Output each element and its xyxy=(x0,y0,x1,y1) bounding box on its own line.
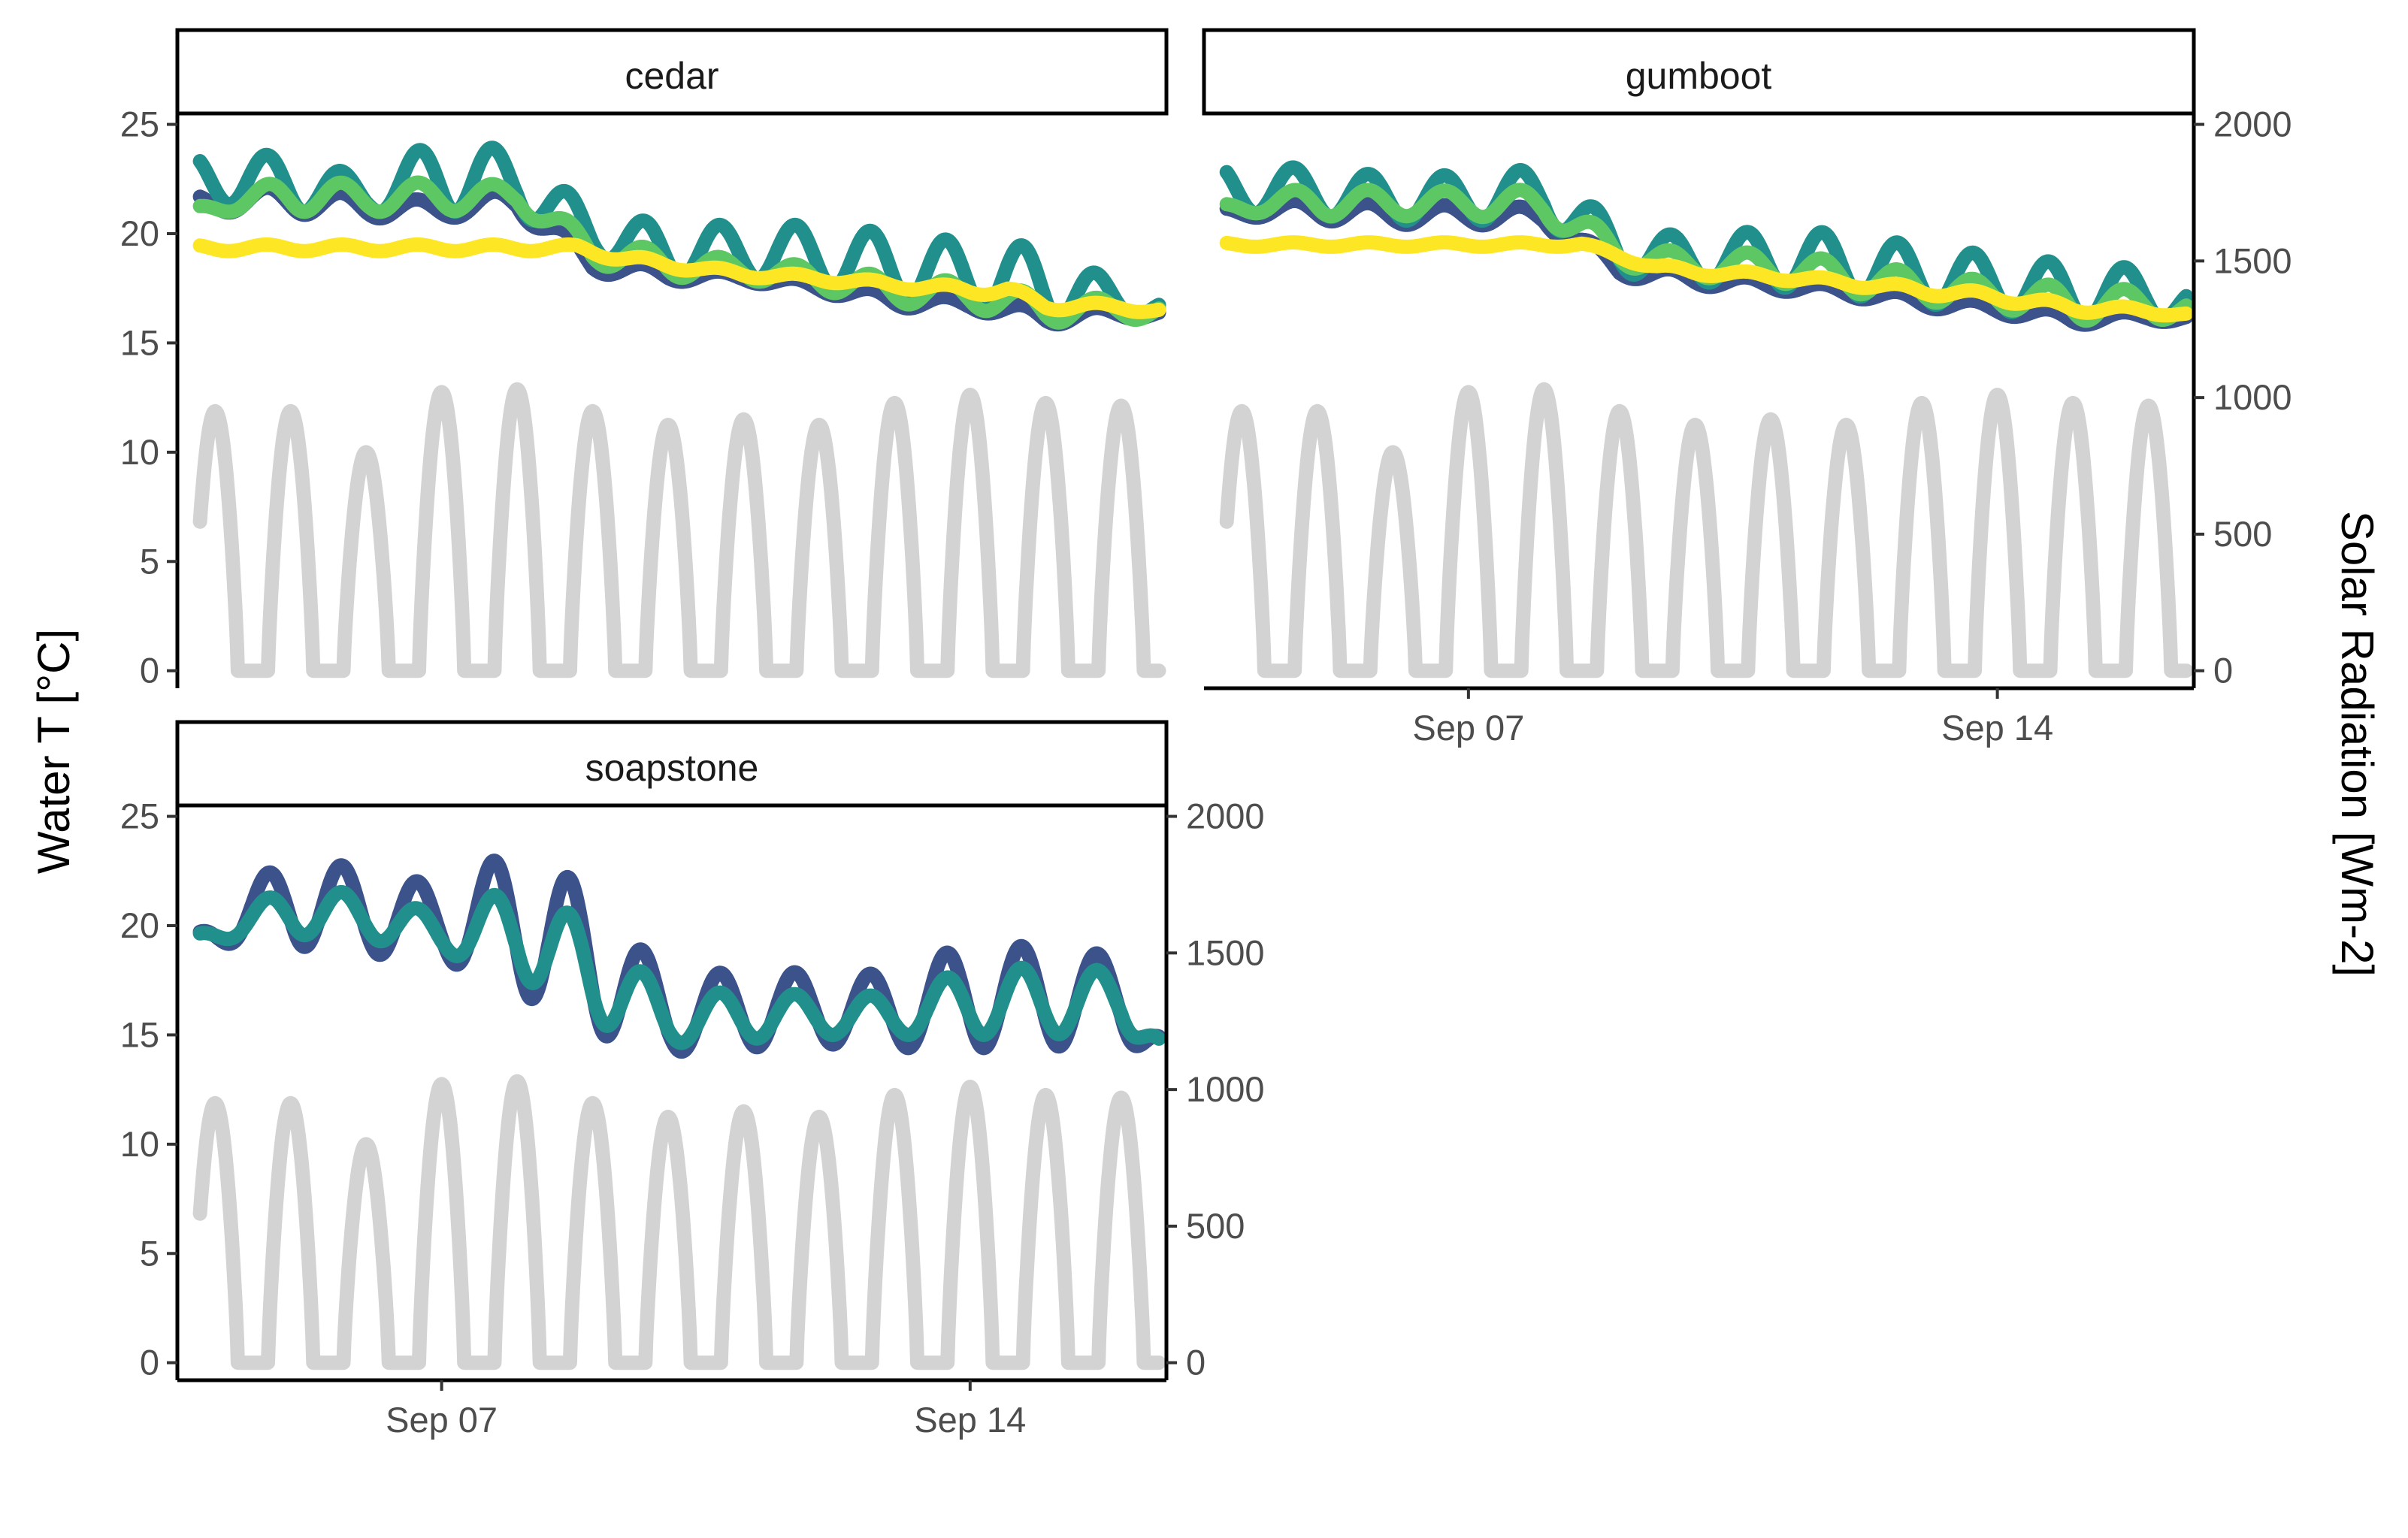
strip-gumboot xyxy=(1202,28,2196,116)
y-tick-label-right: 2000 xyxy=(2213,104,2292,144)
y-tick-label-left: 0 xyxy=(140,651,159,690)
y-tick-label-left: 15 xyxy=(120,322,159,362)
x-tick-label: Sep 14 xyxy=(914,1400,1026,1440)
strip-soapstone xyxy=(175,720,1169,808)
y-tick-label-left: 10 xyxy=(120,432,159,472)
x-tick-label: Sep 14 xyxy=(1941,708,2053,748)
x-tick-label: Sep 07 xyxy=(1412,708,1524,748)
panel-soapstone: soapstone 0 5 10 15 20 25 0 500 1000 1500 2000 Sep … xyxy=(120,720,1265,1440)
plot-area-gumboot: 0 500 1000 1500 2000 Sep 07 Sep 14 xyxy=(1204,104,2292,748)
y-tick-label-right: 0 xyxy=(1186,1343,1206,1382)
panel-gumboot: gumboot 0 500 1000 1500 2000 Sep 07 Sep 14 xyxy=(1202,28,2292,748)
y-tick-label-left: 20 xyxy=(120,905,159,945)
panel-cedar: cedar 0 5 10 15 20 25 xyxy=(120,28,1169,690)
y-tick-label-left: 25 xyxy=(120,796,159,836)
y-tick-label-right: 1500 xyxy=(2213,240,2292,280)
solar-radiation-line-cedar xyxy=(192,382,1166,678)
plot-area-cedar: 0 5 10 15 20 25 xyxy=(120,104,1166,690)
x-tick-label: Sep 07 xyxy=(386,1400,498,1440)
water-temp-line-cedar-3 xyxy=(192,175,1166,330)
strip-label-gumboot: gumboot xyxy=(1626,55,1772,97)
y-axis-title-left: Water T [°C] xyxy=(29,629,79,874)
y-tick-label-right: 1500 xyxy=(1186,932,1265,972)
strip-label-cedar: cedar xyxy=(625,55,718,97)
solar-radiation-line-soapstone xyxy=(192,1074,1166,1370)
y-tick-label-left: 5 xyxy=(140,541,159,581)
strip-cedar xyxy=(175,28,1169,116)
y-tick-label-right: 500 xyxy=(1186,1206,1245,1246)
strip-label-soapstone: soapstone xyxy=(585,747,759,789)
plot-area-soapstone: 0 5 10 15 20 25 0 500 1000 1500 2000 Sep 07 Sep 14 xyxy=(120,796,1265,1440)
y-axis-title-right: Solar Radiation [Wm-2] xyxy=(2332,511,2382,977)
y-tick-label-left: 5 xyxy=(140,1233,159,1273)
y-tick-label-right: 1000 xyxy=(2213,377,2292,417)
y-tick-label-right: 0 xyxy=(2213,651,2233,690)
y-tick-label-left: 20 xyxy=(120,213,159,253)
y-tick-label-left: 15 xyxy=(120,1014,159,1054)
solar-radiation-line-gumboot xyxy=(1219,382,2194,678)
y-tick-label-right: 2000 xyxy=(1186,796,1265,836)
water-temp-line-cedar-4 xyxy=(192,237,1166,319)
y-tick-label-left: 10 xyxy=(120,1124,159,1164)
y-tick-label-right: 500 xyxy=(2213,514,2272,554)
y-tick-label-left: 0 xyxy=(140,1343,159,1382)
water-temp-line-soapstone-2 xyxy=(192,885,1166,1050)
y-tick-label-right: 1000 xyxy=(1186,1069,1265,1109)
water-temp-line-gumboot-4 xyxy=(1219,235,2194,323)
y-tick-label-left: 25 xyxy=(120,104,159,144)
